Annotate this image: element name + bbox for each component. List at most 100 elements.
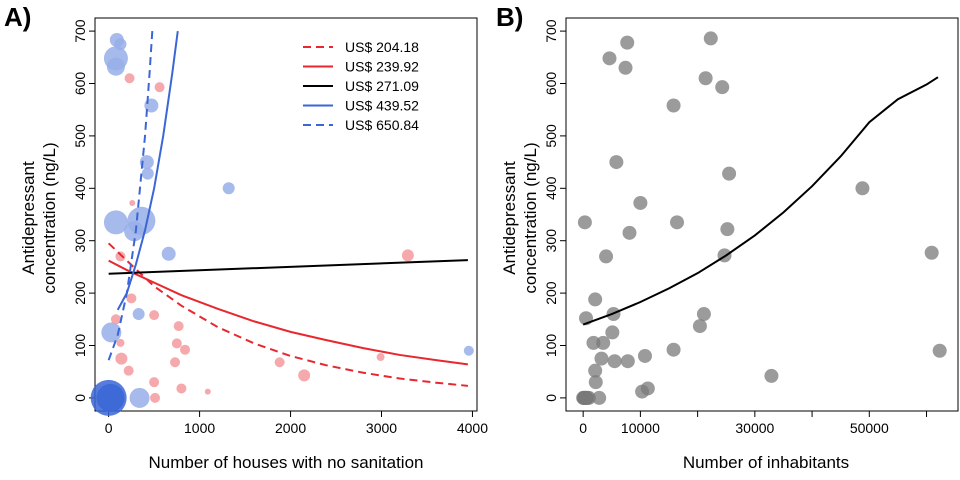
data-point — [599, 249, 614, 264]
data-point — [666, 342, 681, 357]
data-point — [855, 181, 870, 196]
data-point — [149, 310, 160, 321]
panel-a: A) 0 100 200 300 400 500 600 700 0 1000 2000 3000 4… — [4, 2, 488, 472]
panel-b-x-axis-title: Number of inhabitants — [683, 453, 849, 472]
legend-label: US$ 204.18 — [345, 39, 419, 55]
y-tick-label: 200 — [543, 281, 559, 305]
panel-b: B) 0 100 200 300 400 500 600 700 0 10000 30000 500… — [496, 2, 959, 472]
data-point — [722, 166, 737, 181]
y-tick-label: 300 — [72, 229, 88, 253]
y-tick-label: 600 — [72, 72, 88, 96]
data-point — [609, 155, 624, 170]
data-point — [622, 225, 637, 240]
panel-a-y-axis-title-line-1: Antidepressant — [19, 161, 38, 275]
data-point — [114, 38, 127, 51]
data-point — [463, 345, 474, 356]
data-point — [149, 377, 160, 388]
data-point — [180, 344, 191, 355]
y-tick-label: 100 — [543, 334, 559, 358]
data-point — [173, 321, 184, 332]
data-point — [129, 387, 150, 408]
data-point — [101, 322, 122, 343]
legend-label: US$ 650.84 — [345, 117, 419, 133]
data-point — [586, 335, 601, 350]
data-point — [115, 251, 126, 262]
data-point — [139, 155, 154, 170]
data-point — [605, 325, 620, 340]
legend-label: US$ 239.92 — [345, 59, 419, 75]
x-tick-label: 4000 — [457, 420, 488, 436]
data-point — [401, 249, 414, 262]
panel-a-x-axis-title: Number of houses with no sanitation — [149, 453, 424, 472]
data-point — [154, 82, 165, 93]
data-point — [696, 307, 711, 322]
panel-b-fit-line — [582, 76, 939, 326]
data-point — [176, 383, 187, 394]
data-point — [577, 215, 592, 230]
y-tick-label: 500 — [543, 124, 559, 148]
data-point — [123, 365, 134, 376]
data-point — [592, 390, 607, 405]
y-tick-label: 0 — [72, 394, 88, 402]
data-point — [698, 71, 713, 86]
y-tick-label: 500 — [72, 124, 88, 148]
panel-a-label: A) — [4, 2, 31, 32]
data-point — [640, 381, 655, 396]
data-point — [106, 57, 125, 76]
data-point — [150, 392, 161, 403]
fit-curve — [582, 76, 939, 326]
data-point — [161, 246, 176, 261]
data-point — [170, 357, 181, 368]
panel-b-y-axis-title-line-1: Antidepressant — [500, 161, 519, 275]
panel-b-x-axis: 0 10000 30000 50000 — [579, 411, 928, 436]
series-line — [116, 30, 179, 311]
panel-b-label: B) — [496, 2, 523, 32]
data-point — [204, 388, 211, 395]
data-point — [924, 245, 939, 260]
data-point — [298, 369, 311, 382]
panel-a-series-lines — [107, 30, 469, 387]
series-line — [107, 242, 469, 387]
data-point — [124, 73, 135, 84]
data-point — [594, 351, 609, 366]
y-tick-label: 100 — [72, 334, 88, 358]
panel-b-plot-frame — [565, 17, 959, 412]
series-line — [107, 31, 154, 361]
x-tick-label: 0 — [105, 420, 113, 436]
data-point — [129, 199, 136, 206]
data-point — [596, 335, 611, 350]
panel-a-legend: US$ 204.18 US$ 239.92 US$ 271.09 US$ 439.52… — [303, 39, 419, 133]
data-point — [633, 195, 648, 210]
panel-a-y-axis-title-line-2: concentration (ng/L) — [40, 142, 59, 293]
x-tick-label: 3000 — [366, 420, 397, 436]
y-tick-label: 400 — [543, 176, 559, 200]
data-point — [588, 292, 603, 307]
x-tick-label: 30000 — [735, 420, 774, 436]
y-tick-label: 600 — [543, 72, 559, 96]
x-tick-label: 0 — [579, 420, 587, 436]
data-point — [274, 357, 285, 368]
data-point — [692, 319, 707, 334]
data-point — [620, 354, 635, 369]
data-point — [715, 80, 730, 95]
x-tick-label: 50000 — [850, 420, 889, 436]
data-point — [666, 98, 681, 113]
y-tick-label: 200 — [72, 281, 88, 305]
panel-a-y-axis: 0 100 200 300 400 500 600 700 — [72, 19, 95, 402]
data-point — [670, 215, 685, 230]
legend-label: US$ 271.09 — [345, 78, 419, 94]
x-tick-label: 10000 — [621, 420, 660, 436]
series-line — [108, 259, 468, 275]
legend-label: US$ 439.52 — [345, 98, 419, 114]
data-point — [588, 375, 603, 390]
data-point — [126, 293, 137, 304]
x-tick-label: 2000 — [275, 420, 306, 436]
panel-b-points — [576, 31, 947, 405]
panel-a-x-axis: 0 1000 2000 3000 4000 — [105, 411, 488, 436]
panel-b-y-axis: 0 100 200 300 400 500 600 700 — [543, 19, 566, 402]
series-line — [108, 259, 469, 366]
data-point — [932, 343, 947, 358]
data-point — [116, 338, 125, 347]
data-point — [637, 348, 652, 363]
